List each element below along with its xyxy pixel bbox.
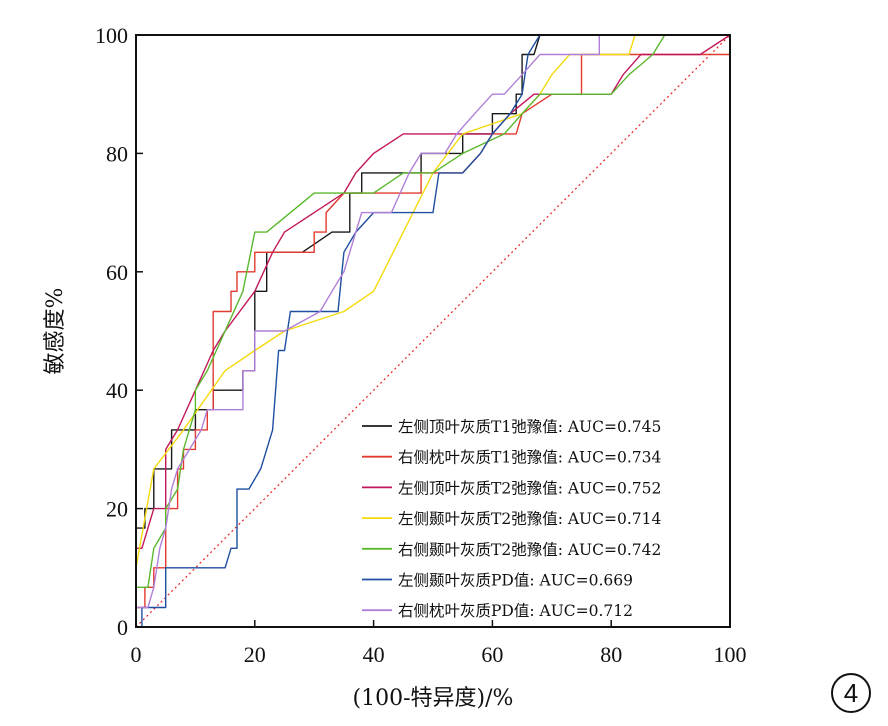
y-axis-title: 敏感度% bbox=[43, 288, 68, 375]
series-line-5 bbox=[135, 34, 730, 627]
legend-label-5: 右侧颞叶灰质T2弛豫值: AUC=0.742 bbox=[398, 541, 661, 559]
plot-frame bbox=[135, 34, 731, 628]
y-tick-label: 100 bbox=[95, 23, 128, 48]
figure-label: 4 bbox=[844, 678, 858, 708]
legend-label-3: 左侧顶叶灰质T2弛豫值: AUC=0.752 bbox=[398, 479, 661, 497]
legend-label-6: 左侧颞叶灰质PD值: AUC=0.669 bbox=[398, 572, 633, 590]
series-line-2 bbox=[135, 35, 731, 627]
x-tick-label: 80 bbox=[600, 642, 622, 667]
y-tick-label: 60 bbox=[106, 260, 128, 285]
legend-label-1: 左侧顶叶灰质T1弛豫值: AUC=0.745 bbox=[398, 418, 661, 436]
series-line-6 bbox=[136, 34, 730, 628]
y-tick-label: 0 bbox=[117, 615, 128, 640]
series-layer bbox=[135, 34, 731, 628]
legend-label-4: 左侧颞叶灰质T2弛豫值: AUC=0.714 bbox=[398, 510, 661, 528]
legend-label-7: 右侧枕叶灰质PD值: AUC=0.712 bbox=[398, 602, 633, 620]
axis-ticks: 0 20 40 60 80 100 0 20 40 60 80 100 bbox=[95, 23, 747, 667]
y-tick-label: 40 bbox=[106, 378, 128, 403]
y-tick-label: 80 bbox=[106, 141, 128, 166]
x-tick-label: 60 bbox=[481, 642, 503, 667]
legend: 左侧顶叶灰质T1弛豫值: AUC=0.745 右侧枕叶灰质T1弛豫值: AUC=0… bbox=[362, 418, 661, 620]
y-tick-label: 20 bbox=[106, 497, 128, 522]
legend-label-2: 右侧枕叶灰质T1弛豫值: AUC=0.734 bbox=[398, 449, 661, 467]
x-tick-label: 40 bbox=[363, 642, 385, 667]
x-tick-label: 100 bbox=[714, 642, 747, 667]
x-axis-title: (100-特异度)/% bbox=[353, 686, 514, 711]
series-line-7 bbox=[136, 34, 730, 609]
figure-label-circle bbox=[831, 673, 871, 713]
x-tick-label: 20 bbox=[244, 642, 266, 667]
x-tick-label: 0 bbox=[131, 642, 142, 667]
